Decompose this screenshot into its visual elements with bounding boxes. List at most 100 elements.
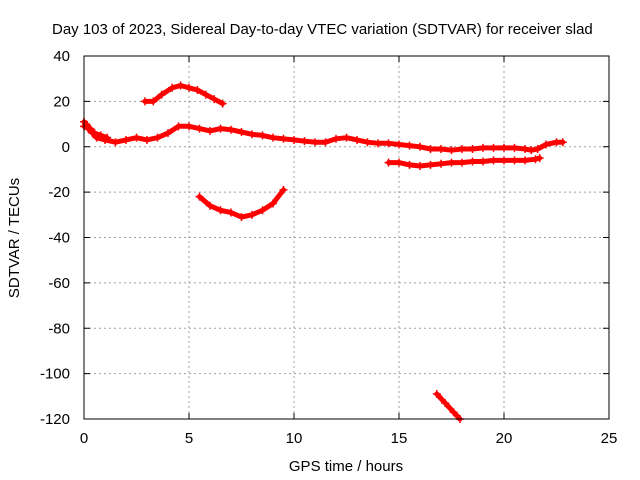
data-point: [290, 135, 298, 144]
data-point: [437, 145, 445, 154]
data-point: [143, 135, 151, 144]
data-point: [201, 90, 210, 99]
data-point: [216, 124, 225, 133]
data-point: [258, 206, 267, 215]
axis-ticks: 0 5 10 15 20 25 -120 -100 -80 -60 -40 -20 0 20 40: [40, 48, 617, 447]
data-point: [279, 134, 288, 143]
data-point: [269, 133, 277, 142]
x-tick-label: 5: [185, 430, 193, 447]
data-point: [374, 139, 382, 148]
data-point: [521, 156, 529, 165]
data-point: [164, 129, 172, 138]
series-arc-top: [140, 81, 227, 108]
x-tick-label: 15: [391, 430, 408, 447]
data-point: [227, 208, 235, 217]
series-arc-bottom: [432, 390, 464, 423]
x-tick-label: 20: [496, 430, 513, 447]
data-point: [395, 158, 403, 167]
data-point: [405, 160, 414, 169]
data-point: [533, 145, 542, 154]
y-tick-label: 0: [62, 139, 70, 156]
data-point: [489, 143, 498, 152]
data-point: [384, 139, 393, 148]
grid: [84, 56, 609, 419]
y-tick-label: -100: [40, 366, 70, 383]
data-point: [216, 206, 225, 215]
data-point: [449, 408, 458, 417]
data-point: [311, 138, 319, 147]
data-point: [342, 133, 351, 142]
data-point: [103, 133, 112, 142]
data-point: [531, 155, 540, 164]
data-point: [90, 129, 99, 138]
data-point: [395, 140, 403, 149]
chart-title: Day 103 of 2023, Sidereal Day-to-day VTE…: [52, 21, 593, 38]
data-point: [258, 131, 267, 140]
data-point: [527, 146, 536, 155]
data-point: [269, 199, 277, 208]
data-point: [458, 145, 466, 154]
data-point: [185, 83, 193, 92]
data-point: [82, 120, 91, 129]
data-point: [510, 156, 519, 165]
data-series: [80, 81, 567, 423]
data-point: [195, 124, 204, 133]
data-point: [279, 185, 288, 194]
y-tick-label: -120: [40, 411, 70, 428]
data-point: [432, 390, 441, 399]
data-point: [479, 143, 487, 152]
data-point: [447, 158, 456, 167]
series-arc-main: [80, 122, 567, 155]
y-tick-label: -60: [48, 275, 70, 292]
data-point: [210, 95, 219, 104]
data-point: [426, 145, 435, 154]
data-point: [149, 97, 158, 106]
data-point: [86, 124, 95, 133]
x-tick-label: 10: [286, 430, 303, 447]
data-point: [132, 133, 141, 142]
data-point: [384, 158, 393, 167]
series-line: [142, 83, 226, 107]
data-point: [140, 97, 149, 106]
data-point: [96, 131, 105, 140]
x-tick-label: 25: [601, 430, 618, 447]
data-point: [248, 130, 256, 139]
y-tick-label: -40: [48, 230, 70, 247]
x-tick-label: 0: [80, 430, 88, 447]
data-point: [168, 83, 177, 92]
data-point: [489, 156, 498, 165]
data-point: [500, 143, 508, 152]
series-arc-start: [80, 117, 112, 142]
data-point: [521, 145, 529, 154]
y-axis-label: SDTVAR / TECUs: [6, 178, 23, 298]
data-point: [416, 162, 424, 171]
data-point: [535, 154, 544, 163]
data-point: [332, 134, 340, 143]
data-point: [227, 125, 235, 134]
data-point: [206, 126, 214, 135]
data-point: [353, 135, 361, 144]
y-tick-label: 20: [53, 93, 70, 110]
data-point: [185, 122, 193, 131]
data-point: [405, 141, 414, 150]
data-point: [479, 157, 487, 166]
data-point: [416, 142, 424, 151]
data-point: [447, 146, 456, 155]
data-point: [218, 99, 227, 108]
x-axis-label: GPS time / hours: [289, 458, 403, 475]
y-tick-label: -80: [48, 320, 70, 337]
data-point: [237, 128, 246, 137]
data-point: [174, 122, 183, 131]
series-line: [386, 155, 543, 169]
data-point: [193, 86, 202, 95]
data-point: [153, 133, 162, 142]
data-point: [157, 90, 166, 99]
data-point: [500, 156, 508, 165]
data-point: [468, 145, 477, 154]
data-point: [558, 138, 567, 147]
data-point: [248, 210, 256, 219]
data-point: [510, 143, 519, 152]
data-point: [363, 138, 372, 147]
data-point: [300, 137, 309, 146]
